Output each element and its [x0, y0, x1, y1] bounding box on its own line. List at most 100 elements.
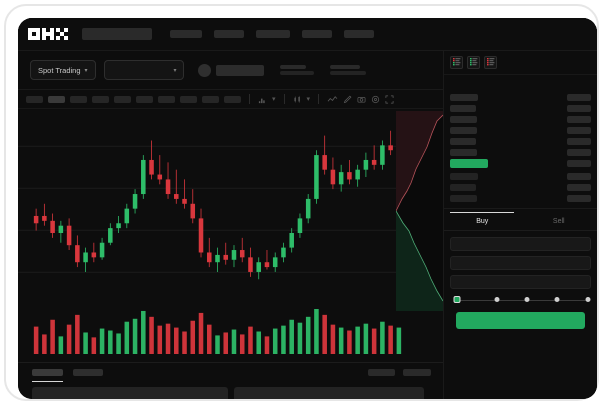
toolbar-divider: [318, 94, 320, 104]
timeframe-button-6[interactable]: [136, 95, 153, 103]
timeframe-button-9[interactable]: [202, 95, 219, 103]
slider-step-75[interactable]: [554, 297, 560, 302]
timeframe-button-10[interactable]: [224, 95, 241, 103]
market-type-dropdown[interactable]: Spot Trading ▾: [30, 60, 96, 80]
nav-item-5[interactable]: [344, 30, 374, 38]
ask-price: [450, 105, 476, 112]
orderbook-bid-row[interactable]: [450, 182, 591, 193]
timeframe-button-3[interactable]: [70, 95, 87, 103]
timeframe-button-5[interactable]: [114, 95, 131, 103]
tab-sell[interactable]: Sell: [552, 218, 565, 225]
submit-buy-button[interactable]: [456, 312, 585, 329]
orderbook-header: [444, 51, 597, 75]
bid-amount: [567, 184, 591, 191]
spread-indicator: [450, 159, 488, 168]
coin-avatar-icon: [197, 63, 211, 77]
nav-item-2[interactable]: [214, 30, 244, 38]
orders-tabs: [32, 369, 429, 383]
ask-amount: [567, 149, 591, 156]
ask-price: [450, 127, 477, 134]
chevron-down-icon: ▾: [173, 67, 177, 74]
orders-row-1[interactable]: [32, 387, 228, 399]
amount-slider[interactable]: [452, 294, 591, 306]
orderbook-ask-row[interactable]: [450, 92, 591, 103]
order-price-input[interactable]: [450, 237, 591, 251]
ticker-stat-1: [279, 64, 314, 76]
toolbar-divider: [283, 94, 285, 104]
settings-icon[interactable]: [371, 95, 380, 104]
divider: [444, 208, 597, 209]
orders-row-2[interactable]: [234, 387, 424, 399]
slider-step-25[interactable]: [494, 297, 500, 302]
toolbar-divider: [249, 94, 250, 104]
ticker-stat-value: [279, 71, 314, 76]
orderbook-spread-row: [450, 158, 591, 169]
slider-track: [456, 299, 587, 301]
ask-price: [450, 94, 478, 101]
active-tab-indicator: [450, 212, 514, 214]
orderbook-ask-row[interactable]: [450, 147, 591, 158]
slider-handle[interactable]: [453, 296, 461, 303]
candlestick-chart-svg: [18, 130, 403, 354]
orderbook-rows: [444, 75, 597, 204]
ticker-stat-value: [329, 71, 366, 76]
orderbook-ask-row[interactable]: [450, 125, 591, 136]
nav-items: [170, 30, 374, 38]
right-sidebar: Buy Sell: [443, 51, 597, 399]
bid-price: [450, 184, 476, 191]
orders-actions: [368, 369, 431, 376]
orders-action-1[interactable]: [368, 369, 395, 376]
orderbook-both-icon[interactable]: [450, 56, 463, 69]
okx-logo[interactable]: OKX: [28, 28, 68, 40]
trading-pair-select[interactable]: ▾: [103, 60, 184, 80]
device-screen: OKX Spot Trading ▾: [18, 18, 597, 399]
orderbook-bid-row[interactable]: [450, 193, 591, 204]
indicators-icon[interactable]: [258, 95, 267, 104]
spread-amount: [567, 160, 591, 167]
chart-type-icon[interactable]: [293, 95, 302, 104]
timeframe-button-1[interactable]: [26, 95, 43, 103]
device-frame: OKX Spot Trading ▾: [4, 4, 599, 401]
bid-amount: [567, 173, 591, 180]
orders-panel: [18, 362, 443, 399]
bid-amount: [567, 195, 591, 202]
trade-form: [444, 231, 597, 329]
global-search-input[interactable]: [82, 28, 152, 40]
orders-action-2[interactable]: [403, 369, 431, 376]
chevron-down-icon[interactable]: ▾: [306, 95, 311, 103]
timeframe-button-8[interactable]: [180, 95, 197, 103]
nav-item-3[interactable]: [256, 30, 290, 38]
orderbook-ask-row[interactable]: [450, 136, 591, 147]
bid-price: [450, 195, 477, 202]
chart-toolbar: ▾ ▾: [18, 90, 443, 109]
timeframe-button-2[interactable]: [48, 95, 65, 103]
chevron-down-icon[interactable]: ▾: [272, 95, 276, 103]
orderbook-bid-row[interactable]: [450, 171, 591, 182]
ticker-stat-label: [329, 64, 360, 69]
slider-step-100[interactable]: [585, 297, 591, 302]
order-total-input[interactable]: [450, 275, 591, 289]
orderbook-ask-row[interactable]: [450, 114, 591, 125]
tab-buy[interactable]: Buy: [476, 218, 489, 225]
order-amount-input[interactable]: [450, 256, 591, 270]
orderbook-ask-row[interactable]: [450, 103, 591, 114]
fullscreen-icon[interactable]: [385, 95, 394, 104]
pencil-icon[interactable]: [343, 95, 352, 104]
price-chart[interactable]: [18, 109, 443, 362]
orders-tab-history[interactable]: [73, 369, 103, 376]
active-tab-indicator: [32, 381, 63, 383]
bid-price: [450, 173, 478, 180]
orderbook-bids-icon[interactable]: [467, 56, 480, 69]
orders-rows: [32, 387, 429, 399]
camera-icon[interactable]: [357, 95, 366, 104]
timeframe-button-7[interactable]: [158, 95, 175, 103]
orders-tab-open[interactable]: [32, 369, 63, 376]
nav-item-1[interactable]: [170, 30, 202, 38]
nav-item-4[interactable]: [302, 30, 332, 38]
timeframe-button-4[interactable]: [92, 95, 109, 103]
ask-price: [450, 138, 476, 145]
slider-step-50[interactable]: [524, 297, 530, 302]
orderbook-asks-icon[interactable]: [484, 56, 497, 69]
line-tool-icon[interactable]: [327, 95, 338, 104]
